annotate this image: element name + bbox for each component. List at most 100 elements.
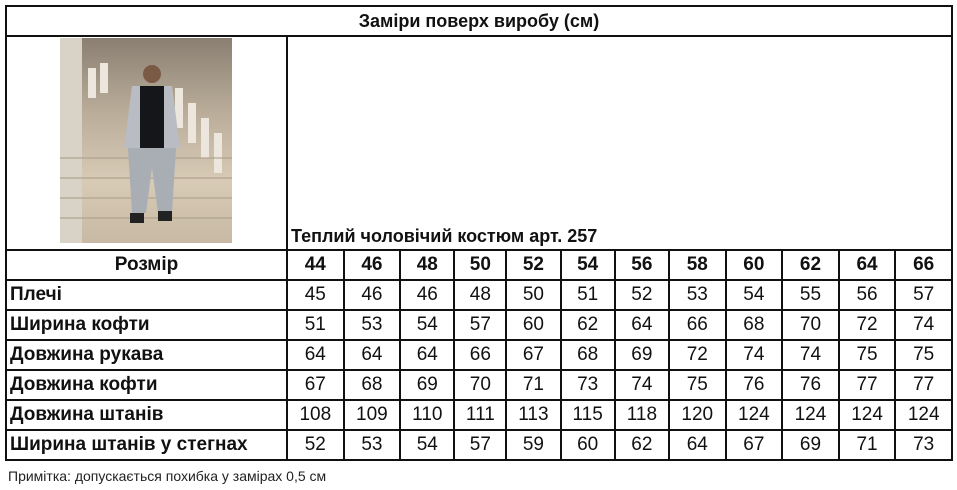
measurement-cell: 71	[505, 369, 562, 401]
measurement-cell: 46	[342, 279, 402, 311]
measurement-cell: 51	[559, 279, 616, 311]
measurement-cell: 53	[342, 429, 402, 461]
measurement-cell: 115	[559, 399, 616, 431]
measurement-cell: 108	[286, 399, 345, 431]
measurement-cell: 53	[667, 279, 727, 311]
measurement-cell: 72	[837, 309, 897, 341]
size-44: 44	[286, 249, 345, 281]
measurement-cell: 77	[837, 369, 897, 401]
measurement-cell: 76	[781, 369, 840, 401]
size-48: 48	[399, 249, 456, 281]
measurement-cell: 74	[781, 339, 840, 371]
measurement-cell: 70	[781, 309, 840, 341]
size-chart-table: Заміри поверх виробу (см) Теплий чоловіч…	[5, 5, 953, 461]
measurement-cell: 72	[667, 339, 727, 371]
measurement-cell: 67	[724, 429, 784, 461]
measurement-cell: 76	[724, 369, 784, 401]
measurement-cell: 124	[781, 399, 840, 431]
size-58: 58	[667, 249, 727, 281]
measurement-cell: 74	[613, 369, 670, 401]
measurement-cell: 56	[837, 279, 897, 311]
measurement-cell: 57	[894, 279, 953, 311]
measurement-cell: 55	[781, 279, 840, 311]
measurement-cell: 62	[613, 429, 670, 461]
measurement-cell: 64	[667, 429, 727, 461]
measurement-cell: 74	[894, 309, 953, 341]
measurement-cell: 59	[505, 429, 562, 461]
size-52: 52	[505, 249, 562, 281]
measurement-cell: 109	[342, 399, 402, 431]
row-label: Ширина штанів у стегнах	[5, 429, 288, 461]
measurement-cell: 120	[667, 399, 727, 431]
size-64: 64	[837, 249, 897, 281]
measurement-cell: 64	[286, 339, 345, 371]
measurement-cell: 73	[894, 429, 953, 461]
measurement-cell: 118	[613, 399, 670, 431]
measurement-cell: 62	[559, 309, 616, 341]
size-header: Розмір	[5, 249, 288, 281]
product-caption: Теплий чоловічий костюм арт. 257	[286, 35, 953, 251]
row-label: Плечі	[5, 279, 288, 311]
measurement-cell: 64	[613, 309, 670, 341]
measurement-cell: 54	[399, 429, 456, 461]
measurement-cell: 52	[613, 279, 670, 311]
measurement-cell: 68	[724, 309, 784, 341]
measurement-cell: 60	[505, 309, 562, 341]
measurement-cell: 74	[724, 339, 784, 371]
table-row: Плечі 45 46 46 48 50 51 52 53 54 55 56 57	[5, 279, 953, 311]
measurement-cell: 54	[724, 279, 784, 311]
measurement-cell: 69	[781, 429, 840, 461]
measurement-cell: 124	[724, 399, 784, 431]
measurement-cell: 75	[667, 369, 727, 401]
measurement-cell: 73	[559, 369, 616, 401]
measurement-cell: 75	[837, 339, 897, 371]
measurement-cell: 68	[559, 339, 616, 371]
row-label: Довжина рукава	[5, 339, 288, 371]
table-row: Довжина штанів 108 109 110 111 113 115 118 120 12…	[5, 399, 953, 431]
measurement-cell: 67	[505, 339, 562, 371]
measurement-cell: 45	[286, 279, 345, 311]
size-46: 46	[342, 249, 402, 281]
table-row: Ширина кофти 51 53 54 57 60 62 64 66 68 70 72 74	[5, 309, 953, 341]
measurement-cell: 57	[453, 309, 508, 341]
measurement-cell: 64	[399, 339, 456, 371]
measurement-cell: 111	[453, 399, 508, 431]
footnote: Примітка: допускається похибка у замірах…	[8, 468, 327, 484]
product-photo	[60, 38, 232, 243]
measurement-cell: 75	[894, 339, 953, 371]
measurement-cell: 66	[453, 339, 508, 371]
measurement-cell: 71	[837, 429, 897, 461]
measurement-cell: 52	[286, 429, 345, 461]
size-66: 66	[894, 249, 953, 281]
measurement-cell: 70	[453, 369, 508, 401]
measurement-cell: 124	[894, 399, 953, 431]
chart-title: Заміри поверх виробу (см)	[5, 5, 953, 37]
row-label: Ширина кофти	[5, 309, 288, 341]
measurement-cell: 54	[399, 309, 456, 341]
measurement-cell: 68	[342, 369, 402, 401]
measurement-cell: 110	[399, 399, 456, 431]
row-label: Довжина штанів	[5, 399, 288, 431]
measurement-cell: 51	[286, 309, 345, 341]
measurement-cell: 60	[559, 429, 616, 461]
measurement-cell: 64	[342, 339, 402, 371]
measurement-cell: 69	[613, 339, 670, 371]
measurement-cell: 48	[453, 279, 508, 311]
measurement-cell: 46	[399, 279, 456, 311]
measurement-cell: 69	[399, 369, 456, 401]
size-62: 62	[781, 249, 840, 281]
measurement-cell: 124	[837, 399, 897, 431]
measurement-cell: 57	[453, 429, 508, 461]
measurement-cell: 113	[505, 399, 562, 431]
table-row: Довжина рукава 64 64 64 66 67 68 69 72 74 74 75 75	[5, 339, 953, 371]
size-50: 50	[453, 249, 508, 281]
measurement-cell: 53	[342, 309, 402, 341]
size-54: 54	[559, 249, 616, 281]
size-56: 56	[613, 249, 670, 281]
row-label: Довжина кофти	[5, 369, 288, 401]
size-60: 60	[724, 249, 784, 281]
measurement-cell: 77	[894, 369, 953, 401]
measurement-cell: 50	[505, 279, 562, 311]
table-row: Довжина кофти 67 68 69 70 71 73 74 75 76 76 77 77	[5, 369, 953, 401]
table-row: Ширина штанів у стегнах 52 53 54 57 59 60 62 64 6…	[5, 429, 953, 461]
